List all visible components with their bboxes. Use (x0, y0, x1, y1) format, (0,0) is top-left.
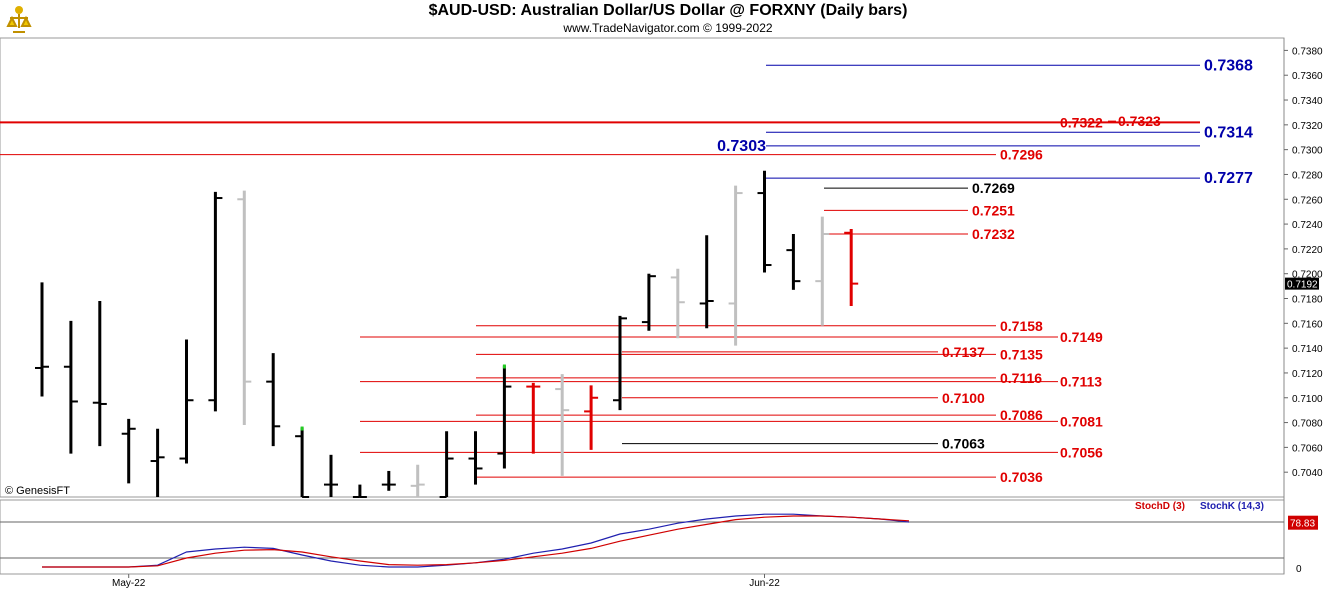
level-label: 0.7149 (1060, 329, 1103, 345)
ohlc-bar (555, 374, 570, 476)
ohlc-bar (208, 191, 223, 412)
y-tick-label: 0.7160 (1292, 319, 1323, 330)
x-tick-label: Jun-22 (749, 578, 780, 589)
ohlc-bar (410, 464, 425, 497)
y-tick-label: 0.7180 (1292, 295, 1323, 306)
level-label: 0.7135 (1000, 346, 1043, 362)
ohlc-bar (786, 234, 801, 290)
ohlc-bar (266, 353, 281, 447)
ohlc-bar (728, 185, 743, 346)
level-label: 0.7036 (1000, 469, 1043, 485)
level-label: 0.7056 (1060, 444, 1103, 460)
ohlc-bar (757, 170, 772, 273)
ohlc-bar (324, 454, 338, 497)
y-tick-label: 0.7080 (1292, 419, 1323, 430)
genesis-watermark: © GenesisFT (5, 485, 70, 497)
y-tick-label: 0.7260 (1292, 195, 1323, 206)
y-tick-label: 0.7240 (1292, 220, 1323, 231)
level-label: 0.7251 (972, 202, 1015, 218)
ohlc-bar (815, 216, 830, 326)
ohlc-bar (352, 484, 367, 498)
y-tick-label: 0.7040 (1292, 468, 1323, 479)
level-label: 0.7113 (1060, 374, 1102, 390)
y-tick-label: 0.7380 (1292, 46, 1323, 57)
y-tick-label: 0.7360 (1292, 71, 1323, 82)
y-tick-label: 0.7200 (1292, 270, 1323, 281)
ohlc-bar (439, 431, 454, 498)
ohlc-bar (584, 385, 599, 450)
level-label: 0.7368 (1204, 57, 1253, 74)
stoch-badge-label: 78.83 (1290, 519, 1315, 530)
stoch-d-line (42, 515, 910, 568)
chart-subtitle: www.TradeNavigator.com © 1999-2022 (563, 21, 773, 35)
level-label: 0.7322 (1060, 114, 1103, 130)
level-label: 0.7314 (1204, 124, 1253, 141)
level-label: 0.7269 (972, 180, 1015, 196)
y-tick-label: 0.7120 (1292, 369, 1323, 380)
trade-navigator-logo (2, 2, 36, 36)
ohlc-bar (613, 315, 627, 411)
y-tick-label: 0.7300 (1292, 146, 1323, 157)
ohlc-bar (237, 190, 252, 426)
stoch-d-legend: StochD (3) (1135, 501, 1185, 512)
level-label: 0.7086 (1000, 407, 1043, 423)
chart-title: $AUD-USD: Australian Dollar/US Dollar @ … (428, 2, 908, 19)
y-tick-label: 0.7340 (1292, 96, 1323, 107)
stoch-k-legend: StochK (14,3) (1200, 501, 1264, 512)
ohlc-bar (92, 300, 107, 447)
y-tick-label: 0.7220 (1292, 245, 1323, 256)
level-label: 0.7081 (1060, 413, 1103, 429)
ohlc-bar (63, 320, 78, 454)
y-tick-label: 0.7280 (1292, 170, 1323, 181)
ohlc-bar (179, 339, 194, 464)
y-tick-label: 0.7320 (1292, 121, 1323, 132)
level-label: 0.7277 (1204, 170, 1253, 187)
ohlc-bar (35, 282, 49, 397)
ohlc-bar (121, 418, 136, 484)
level-label: 0.7296 (1000, 147, 1043, 163)
level-label: 0.7158 (1000, 318, 1043, 334)
ohlc-bar (526, 382, 541, 454)
ohlc-bar (381, 470, 396, 491)
last-price-badge (1285, 277, 1319, 290)
stoch-badge (1288, 515, 1318, 530)
ohlc-bar (699, 235, 714, 329)
stoch-zero-label: 0 (1296, 564, 1302, 575)
level-label: 0.7100 (942, 390, 985, 406)
level-label: 0.7232 (972, 226, 1015, 242)
x-tick-label: May-22 (112, 578, 146, 589)
ohlc-bar (670, 268, 685, 339)
level-label: 0.7303 (717, 138, 766, 155)
y-tick-label: 0.7060 (1292, 443, 1323, 454)
ohlc-bar (497, 364, 512, 469)
ohlc-bar (641, 273, 656, 331)
y-tick-label: 0.7100 (1292, 394, 1323, 405)
ohlc-bar (295, 426, 310, 498)
level-label: 0.7137 (942, 344, 985, 360)
level-label: 0.7323 (1118, 113, 1161, 129)
ohlc-bar (468, 431, 483, 485)
ohlc-bar (150, 428, 165, 497)
level-label: 0.7116 (1000, 370, 1042, 386)
ohlc-bar (844, 229, 859, 306)
level-label: 0.7063 (942, 436, 985, 452)
y-tick-label: 0.7140 (1292, 344, 1323, 355)
last-price-label: 0.7192 (1287, 280, 1318, 291)
